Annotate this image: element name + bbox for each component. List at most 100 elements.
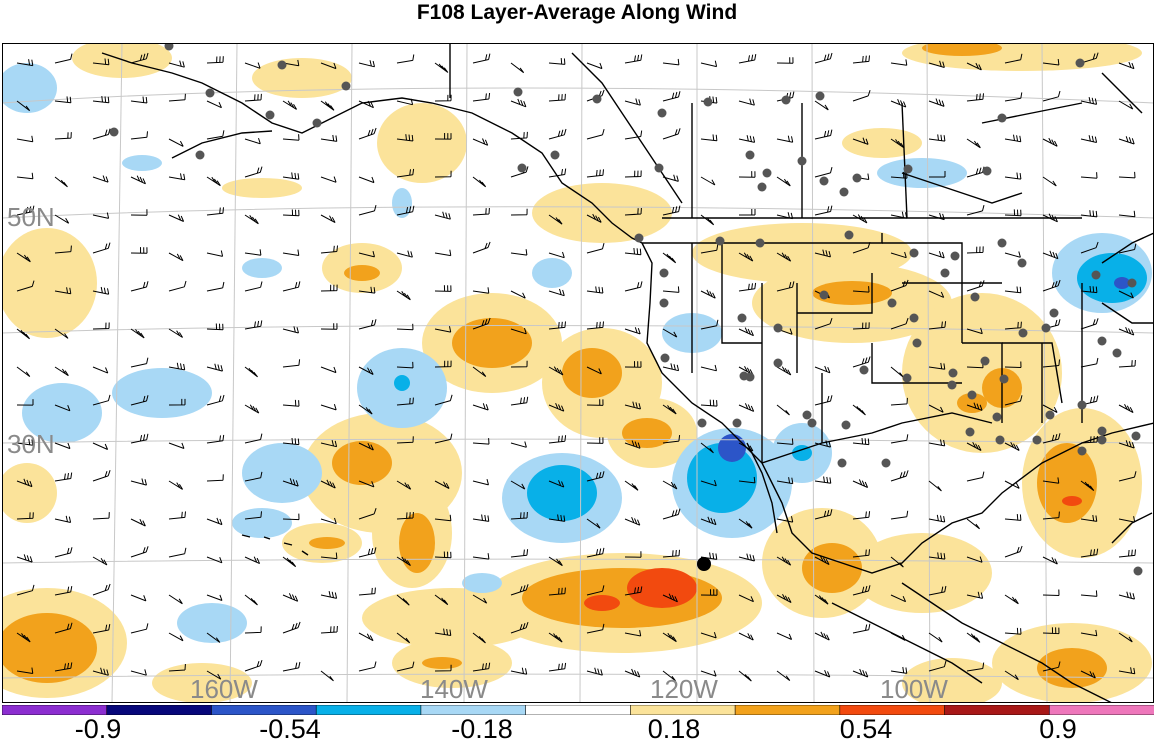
wind-barb [1042, 433, 1061, 444]
wind-barb [1004, 395, 1023, 406]
wind-barb [130, 328, 145, 339]
wind-barb [814, 166, 833, 178]
wind-barb [320, 670, 334, 682]
wind-barb [282, 326, 299, 334]
wind-barb [168, 173, 186, 181]
wind-barb [1080, 514, 1098, 522]
wind-barb [510, 290, 526, 299]
wind-barb [1118, 136, 1135, 145]
wind-barb [168, 547, 187, 558]
wind-barb [1080, 285, 1098, 294]
wind-barb [624, 551, 642, 558]
wind-barb [92, 624, 111, 634]
wind-barb [662, 363, 680, 372]
wind-barb [548, 403, 565, 412]
colorbar-label-neg-0-54: -0.54 [259, 714, 321, 744]
wind-barb [168, 214, 185, 222]
wind-barb [776, 516, 794, 523]
wind-barb [282, 399, 300, 407]
wind-barb [206, 250, 224, 257]
wind-barb [434, 551, 452, 559]
wind-barb [1042, 213, 1058, 223]
wind-barb [776, 176, 791, 187]
wind-barb [472, 403, 489, 411]
wind-barb [700, 589, 718, 596]
wind-barb [1004, 209, 1022, 217]
wind-barb [396, 98, 414, 106]
wind-barb [852, 286, 870, 293]
wind-barb [1004, 361, 1022, 368]
wind-barb [624, 130, 643, 140]
station-dot [992, 412, 1002, 422]
wind-barb [548, 93, 566, 102]
wind-barb [358, 508, 377, 520]
wind-barb [92, 212, 110, 219]
wind-barb [396, 594, 410, 606]
wind-barb [1004, 286, 1022, 294]
wind-barb [1118, 549, 1136, 558]
wind-barb [624, 401, 641, 410]
station-dot [781, 95, 791, 105]
wind-barb [244, 366, 258, 378]
station-dot [732, 418, 742, 428]
wind-barb [282, 593, 299, 602]
wind-barb [206, 323, 224, 331]
wind-barb [586, 128, 605, 140]
wind-barb [700, 479, 717, 487]
wind-barb [206, 474, 224, 482]
wind-barb [168, 442, 185, 449]
wind-barb [548, 214, 563, 225]
lat-label-30n: 30N [7, 429, 55, 459]
station-dot [970, 292, 980, 302]
wind-barb [320, 404, 337, 411]
wind-barb [1042, 359, 1060, 368]
wind-barb [624, 281, 643, 292]
station-dot [757, 182, 767, 192]
wind-barb [1042, 556, 1058, 565]
wind-barb [206, 56, 224, 64]
station-dot [1097, 426, 1107, 436]
wind-barb [1118, 591, 1135, 600]
wind-barb [928, 552, 946, 560]
wind-barb [966, 62, 982, 71]
marker-dot [697, 557, 711, 571]
wind-barb [16, 478, 33, 488]
wind-barb [966, 662, 985, 672]
wind-barb [700, 319, 719, 330]
wind-barb [510, 511, 528, 520]
wind-barb [320, 552, 338, 560]
station-dot [657, 108, 667, 118]
wind-barb [700, 670, 717, 677]
wind-barb [966, 402, 983, 411]
wind-barb [510, 131, 528, 140]
station-dot [1045, 410, 1055, 420]
wind-barb [928, 212, 945, 221]
wind-barb [1004, 545, 1023, 558]
wind-barb [130, 669, 147, 676]
station-dot [940, 268, 950, 278]
wind-barb [852, 404, 866, 416]
wind-barb [966, 93, 984, 102]
wind-barb [168, 362, 186, 371]
wind-barb [282, 209, 300, 217]
wind-barb [548, 480, 565, 488]
wind-barb [54, 662, 73, 672]
wind-barb [396, 250, 413, 258]
wind-barb [358, 204, 377, 216]
wind-barb [1004, 627, 1022, 635]
wind-barb [1080, 357, 1099, 368]
wind-barb [434, 664, 452, 672]
wind-barb [1042, 279, 1061, 292]
wind-barb [852, 585, 871, 596]
wind-barb [700, 244, 719, 254]
wind-barb [396, 511, 414, 520]
station-dot [745, 372, 755, 382]
wind-barb [776, 594, 792, 604]
wind-barb [814, 129, 833, 140]
wind-barb [624, 98, 641, 106]
wind-barb [966, 280, 985, 292]
wind-barb [358, 250, 375, 258]
wind-barb [624, 440, 641, 449]
wind-barb [624, 586, 643, 596]
colorbar-label-0-54: 0.54 [839, 714, 893, 744]
